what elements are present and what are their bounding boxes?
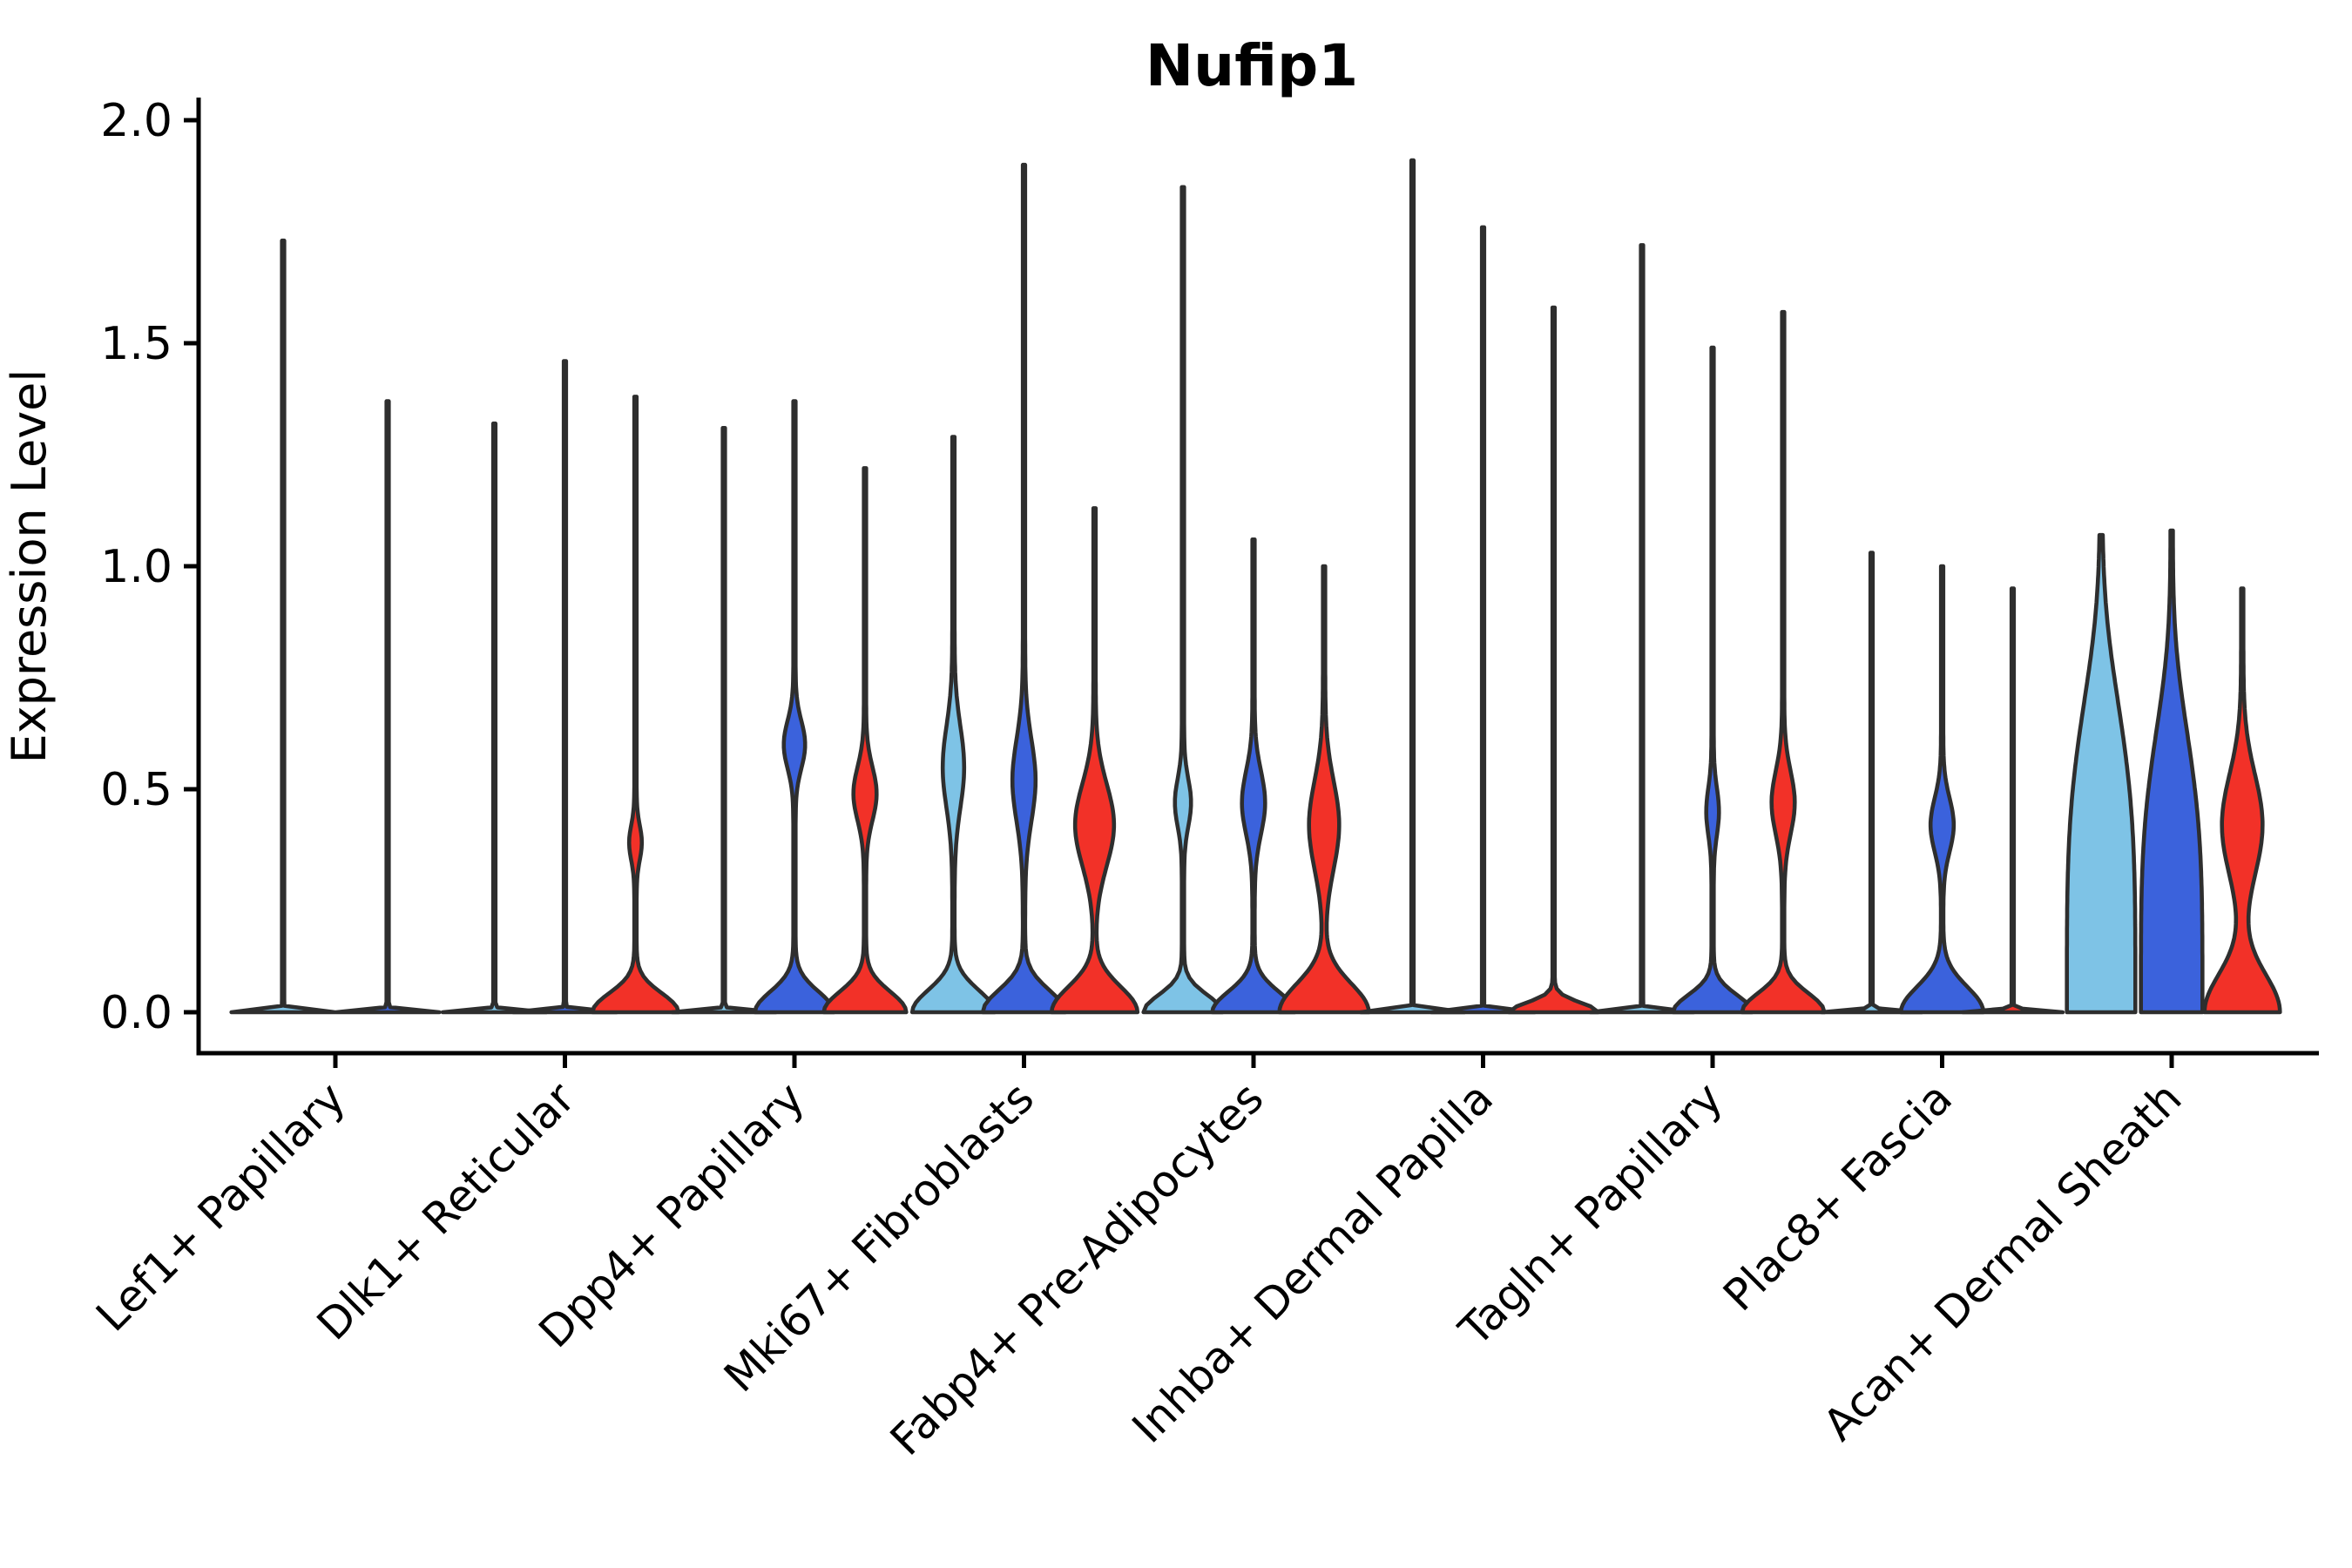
y-tick-label: 1.5 [100,318,172,370]
violin [1898,564,1986,1015]
violin [753,399,836,1015]
violin [670,426,778,1015]
violin [1049,506,1140,1015]
violin [1819,551,1924,1015]
violin [1671,345,1754,1015]
violin [334,399,442,1015]
violin [821,466,909,1015]
violins-layer [229,158,2282,1015]
violin [1210,537,1297,1015]
violin [1277,564,1371,1015]
violin [440,421,549,1015]
violin [2202,586,2282,1015]
violin [2065,532,2138,1015]
violin [1429,225,1538,1015]
y-tick-label: 1.0 [100,541,172,593]
violin [2139,528,2205,1015]
y-tick-label: 0.5 [100,764,172,816]
violin [1960,586,2065,1015]
y-tick-label: 0.0 [100,987,172,1039]
y-tick-label: 2.0 [100,95,172,147]
violin [1141,185,1225,1015]
y-tick-labels: 0.0 0.5 1.0 1.5 2.0 [100,95,199,1039]
violin [1358,158,1467,1015]
violin [590,395,681,1015]
violin [1506,305,1601,1015]
axes-layer [196,98,2319,1056]
violin [510,359,619,1015]
violin [980,162,1068,1015]
y-axis-label: Expression Level [2,369,57,764]
chart-title: Nufip1 [1146,32,1358,99]
violin [909,435,997,1015]
violin [229,238,337,1015]
violin [1588,243,1696,1015]
violin [1740,309,1827,1015]
